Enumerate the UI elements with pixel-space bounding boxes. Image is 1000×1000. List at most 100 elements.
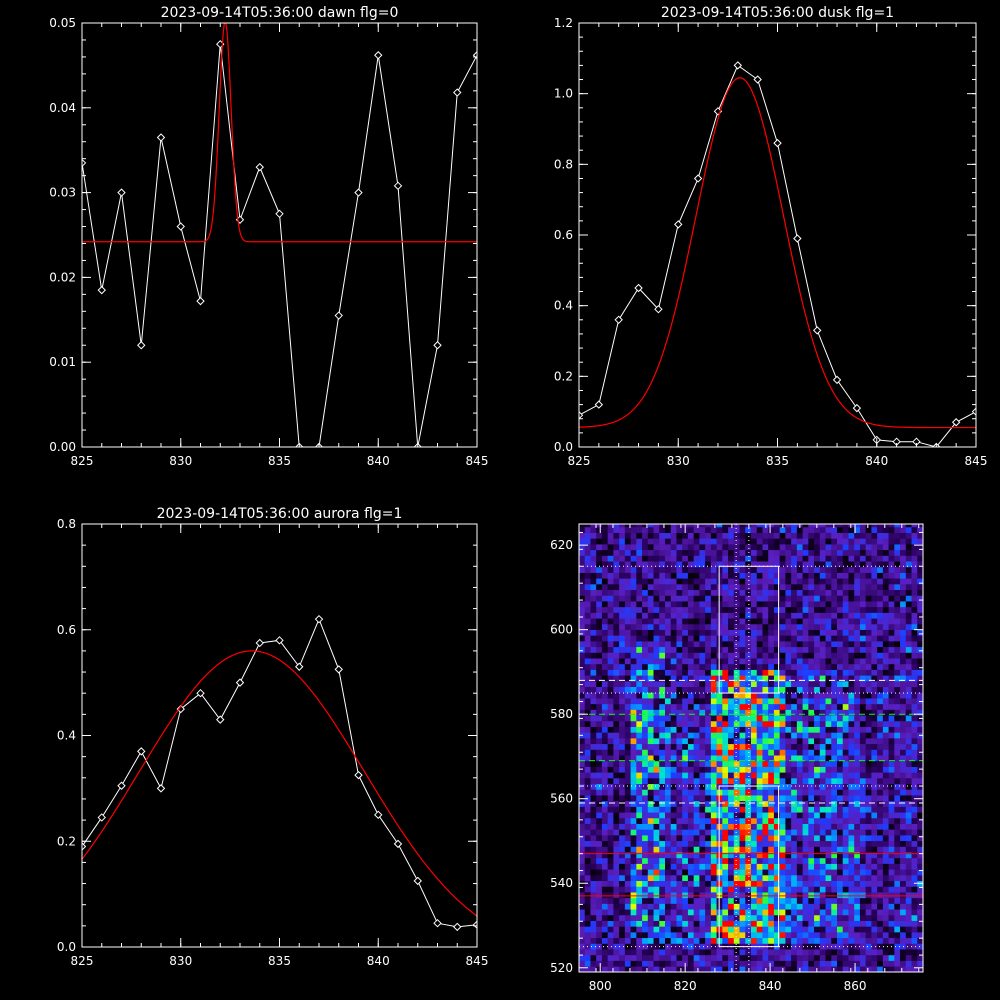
heatmap-cell [647,635,654,642]
heatmap-cell [693,789,700,796]
heatmap-cell [768,524,775,528]
heatmap-cell [871,852,878,859]
heatmap-cell [768,749,775,756]
heatmap-cell [825,760,832,767]
heatmap-cell [791,806,798,813]
heatmap-cell [636,760,643,767]
heatmap-cell [779,914,786,921]
heatmap-cell [848,532,855,539]
heatmap-cell [877,589,884,596]
heatmap-cell [756,720,763,727]
heatmap-cell [888,909,895,916]
heatmap-cell [619,892,626,899]
heatmap-cell [831,903,838,910]
heatmap-cell [647,663,654,670]
heatmap-cell [630,789,637,796]
heatmap-cell [607,778,614,785]
heatmap-cell [785,812,792,819]
heatmap-cell [596,960,603,967]
heatmap-cell [642,954,649,961]
heatmap-cell [613,669,620,676]
heatmap-cell [596,532,603,539]
heatmap-cell [905,846,912,853]
heatmap-cell [859,646,866,653]
heatmap-cell [894,875,901,882]
heatmap-cell [601,606,608,613]
heatmap-cell [888,949,895,956]
heatmap-cell [710,681,717,688]
heatmap-cell [796,526,803,533]
heatmap-cell [882,914,889,921]
heatmap-cell [865,532,872,539]
heatmap-cell [882,863,889,870]
heatmap-cell [877,623,884,630]
heatmap-cell [865,749,872,756]
heatmap-cell [647,532,654,539]
heatmap-cell [785,823,792,830]
heatmap-cell [601,914,608,921]
heatmap-cell [791,692,798,699]
heatmap-cell [825,641,832,648]
heatmap-cell [808,760,815,767]
heatmap-cell [773,966,780,973]
heatmap-cell [802,817,809,824]
heatmap-cell [630,544,637,551]
heatmap-cell [642,629,649,636]
heatmap-cell [814,903,821,910]
heatmap-cell [653,778,660,785]
heatmap-cell [716,760,723,767]
heatmap-cell [785,618,792,625]
heatmap-cell [722,544,729,551]
heatmap-cell [607,595,614,602]
heatmap-cell [796,538,803,545]
heatmap-cell [791,595,798,602]
heatmap-cell [647,692,654,699]
heatmap-cell [584,966,591,973]
heatmap-cell [653,692,660,699]
heatmap-cell [619,789,626,796]
heatmap-cell [653,544,660,551]
heatmap-cell [808,937,815,944]
heatmap-cell [831,846,838,853]
heatmap-cell [808,846,815,853]
heatmap-cell [596,903,603,910]
heatmap-cell [624,720,631,727]
y-tick-label: 0.2 [57,834,76,848]
heatmap-cell [768,709,775,716]
heatmap-cell [733,646,740,653]
heatmap-cell [762,743,769,750]
heatmap-cell [601,897,608,904]
heatmap-cell [756,760,763,767]
heatmap-cell [601,532,608,539]
heatmap-cell [814,783,821,790]
heatmap-cell [768,612,775,619]
heatmap-cell [825,709,832,716]
heatmap-cell [584,715,591,722]
heatmap-cell [630,720,637,727]
heatmap-cell [848,800,855,807]
heatmap-cell [819,584,826,591]
heatmap-cell [819,538,826,545]
heatmap-cell [825,589,832,596]
heatmap-cell [882,658,889,665]
heatmap-cell [854,681,861,688]
heatmap-cell [796,612,803,619]
heatmap-cell [693,709,700,716]
heatmap-cell [831,544,838,551]
heatmap-cell [808,606,815,613]
heatmap-cell [596,646,603,653]
heatmap-cell [842,960,849,967]
heatmap-cell [808,840,815,847]
heatmap-cell [756,783,763,790]
heatmap-cell [837,783,844,790]
heatmap-cell [722,743,729,750]
heatmap-cell [682,846,689,853]
heatmap-cell [596,857,603,864]
heatmap-cell [659,612,666,619]
heatmap-cell [785,949,792,956]
heatmap-cell [825,812,832,819]
heatmap-cell [619,584,626,591]
heatmap-cell [900,755,907,762]
data-line [579,64,976,447]
heatmap-cell [659,960,666,967]
